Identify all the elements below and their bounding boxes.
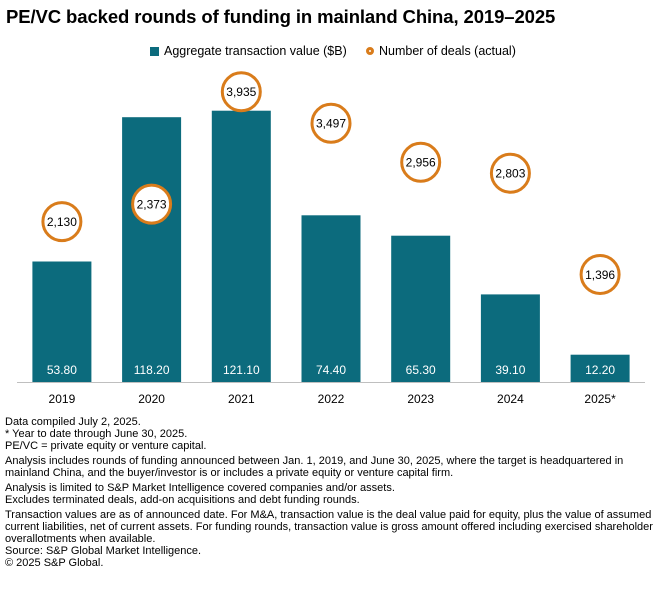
footnotes: Data compiled July 2, 2025. * Year to da…	[5, 416, 655, 572]
bar-2024	[480, 294, 540, 382]
x-tick-2023: 2023	[407, 392, 434, 406]
deal-marker-2019	[41, 201, 83, 243]
deal-marker-2022	[310, 102, 352, 144]
legend-circle-marker	[366, 47, 374, 55]
bar-2022	[301, 215, 361, 382]
bar-2020	[122, 117, 182, 382]
x-tick-2022: 2022	[318, 392, 345, 406]
deal-label-2020: 2,373	[137, 198, 167, 212]
chart-title: PE/VC backed rounds of funding in mainla…	[6, 6, 556, 27]
bar-label-2022: 74.40	[316, 363, 346, 377]
note-excludes: Excludes terminated deals, add-on acquis…	[5, 494, 360, 506]
bar-2023	[391, 235, 451, 382]
legend-item-value: Aggregate transaction value ($B)	[150, 44, 347, 58]
note-ytd: * Year to date through June 30, 2025.	[5, 428, 188, 440]
legend-circle-label: Number of deals (actual)	[379, 44, 516, 58]
deal-label-2022: 3,497	[316, 117, 346, 131]
bar-label-2025*: 12.20	[585, 363, 615, 377]
deal-label-2025*: 1,396	[585, 268, 615, 282]
bar-2019	[32, 261, 92, 382]
deal-marker-2020	[131, 183, 173, 225]
note-analysis: Analysis includes rounds of funding anno…	[5, 455, 624, 479]
deal-label-2021: 3,935	[226, 85, 256, 99]
deal-marker-2025*	[579, 254, 621, 295]
legend-bar-swatch	[150, 46, 159, 56]
x-tick-2019: 2019	[49, 392, 76, 406]
bar-label-2019: 53.80	[47, 363, 77, 377]
note-source: Source: S&P Global Market Intelligence.	[5, 545, 202, 557]
note-transaction: Transaction values are as of announced d…	[5, 509, 653, 545]
x-tick-2025*: 2025*	[584, 392, 616, 406]
x-tick-2024: 2024	[497, 392, 524, 406]
deal-marker-2023	[400, 141, 442, 183]
x-tick-2021: 2021	[228, 392, 255, 406]
deal-marker-2021	[220, 71, 262, 113]
note-limited: Analysis is limited to S&P Market Intell…	[5, 482, 395, 494]
note-copyright: © 2025 S&P Global.	[5, 557, 104, 569]
bar-2025*	[570, 354, 630, 382]
deal-label-2023: 2,956	[406, 156, 436, 170]
note-compiled: Data compiled July 2, 2025.	[5, 416, 141, 428]
bar-label-2021: 121.10	[223, 363, 260, 377]
deal-marker-2024	[489, 152, 531, 194]
bar-label-2023: 65.30	[406, 363, 436, 377]
deal-label-2024: 2,803	[495, 167, 525, 181]
note-pevc: PE/VC = private equity or venture capita…	[5, 440, 207, 452]
bar-label-2020: 118.20	[134, 363, 170, 377]
x-tick-2020: 2020	[138, 392, 165, 406]
deal-label-2019: 2,130	[47, 215, 77, 229]
bar-2021	[211, 110, 271, 382]
bar-label-2024: 39.10	[495, 363, 525, 377]
chart-plot: 53.80 2019 118.20 2020 121.10 2021 74.40 2022 65…	[17, 71, 645, 406]
legend-item-deals: Number of deals (actual)	[366, 44, 516, 58]
legend-bar-label: Aggregate transaction value ($B)	[164, 44, 347, 58]
